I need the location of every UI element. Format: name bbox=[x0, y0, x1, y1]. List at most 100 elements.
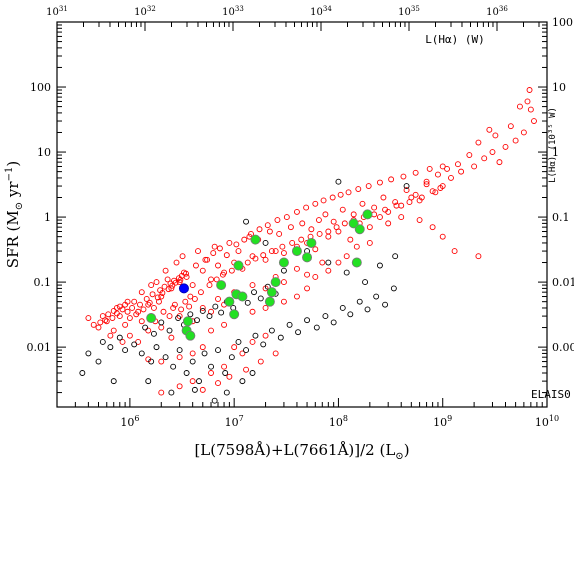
data-point bbox=[512, 137, 519, 144]
y-tick-label: 0.01 bbox=[27, 341, 52, 354]
top-tick-label: 1034 bbox=[310, 5, 332, 18]
data-point bbox=[330, 218, 337, 225]
data-point bbox=[313, 324, 320, 331]
data-point bbox=[215, 347, 221, 354]
data-point bbox=[507, 123, 514, 130]
chart-axes bbox=[56, 21, 548, 407]
data-point bbox=[312, 274, 319, 280]
data-point bbox=[418, 194, 425, 201]
data-point bbox=[202, 256, 209, 263]
data-point bbox=[228, 267, 235, 274]
data-point bbox=[481, 155, 488, 162]
data-point bbox=[189, 358, 196, 365]
data-point bbox=[496, 159, 503, 166]
data-point bbox=[149, 291, 156, 298]
data-point bbox=[231, 344, 238, 351]
data-point bbox=[150, 305, 157, 311]
data-point bbox=[239, 350, 246, 357]
data-point bbox=[170, 363, 177, 370]
data-point bbox=[279, 243, 286, 250]
data-point bbox=[110, 327, 117, 334]
data-point bbox=[429, 188, 436, 195]
data-point bbox=[239, 378, 246, 385]
data-point bbox=[146, 299, 153, 306]
data-point bbox=[266, 228, 273, 235]
data-point bbox=[102, 317, 109, 324]
data-point bbox=[166, 313, 173, 320]
data-point bbox=[416, 217, 423, 223]
annotation-label: ELAIS0 bbox=[531, 388, 571, 401]
data-point bbox=[226, 373, 233, 380]
data-point bbox=[199, 267, 206, 274]
data-point bbox=[392, 253, 399, 260]
data-point bbox=[362, 279, 369, 286]
data-point bbox=[229, 309, 240, 320]
data-point bbox=[306, 237, 317, 248]
data-point bbox=[385, 220, 392, 227]
data-point bbox=[187, 311, 194, 318]
data-point bbox=[131, 298, 138, 305]
data-point bbox=[272, 350, 279, 357]
data-point bbox=[299, 220, 306, 227]
top-tick-label: 1033 bbox=[222, 5, 244, 18]
data-point bbox=[526, 87, 533, 93]
data-point bbox=[366, 224, 373, 231]
data-point bbox=[178, 306, 185, 313]
data-point bbox=[237, 291, 248, 302]
data-point bbox=[325, 259, 332, 266]
data-point bbox=[339, 206, 346, 213]
data-point bbox=[183, 370, 190, 376]
data-point bbox=[223, 389, 230, 396]
data-point bbox=[250, 234, 261, 245]
data-point bbox=[527, 106, 534, 113]
data-point bbox=[260, 252, 267, 259]
data-point bbox=[293, 265, 300, 272]
data-point bbox=[341, 220, 348, 227]
data-point bbox=[183, 270, 189, 277]
data-point bbox=[382, 301, 389, 308]
data-point bbox=[455, 161, 461, 168]
data-point bbox=[435, 171, 441, 178]
data-point bbox=[448, 174, 454, 181]
data-point bbox=[249, 282, 256, 289]
data-point bbox=[486, 126, 493, 133]
data-point bbox=[373, 293, 380, 300]
data-point bbox=[179, 253, 186, 260]
x-tick-label: 1010 bbox=[535, 414, 559, 429]
data-point bbox=[189, 282, 196, 289]
data-point bbox=[308, 226, 315, 233]
data-point bbox=[280, 298, 287, 305]
top-tick-label: 1035 bbox=[398, 5, 420, 18]
data-point bbox=[289, 240, 296, 246]
data-point bbox=[302, 252, 313, 263]
data-point bbox=[278, 257, 289, 268]
data-point bbox=[116, 303, 123, 310]
data-point bbox=[138, 350, 145, 357]
data-point bbox=[291, 246, 302, 257]
right-axis-label: L(Hα) (10³⁵ W) bbox=[548, 107, 558, 183]
data-point bbox=[223, 252, 230, 259]
data-point bbox=[262, 256, 269, 263]
data-point bbox=[153, 279, 160, 286]
data-point bbox=[189, 378, 196, 385]
data-point bbox=[208, 327, 214, 334]
data-point bbox=[195, 248, 201, 255]
data-point bbox=[182, 298, 189, 305]
data-point bbox=[107, 332, 114, 339]
data-point bbox=[243, 218, 249, 225]
data-point bbox=[244, 259, 251, 266]
scatter-points bbox=[79, 87, 537, 404]
data-point bbox=[444, 165, 450, 172]
data-point bbox=[489, 149, 496, 155]
data-point bbox=[475, 139, 482, 146]
data-point bbox=[221, 363, 228, 370]
data-point bbox=[154, 294, 161, 301]
y-axis-label: SFR (M⊙ yr−1) bbox=[4, 161, 25, 268]
data-point bbox=[165, 286, 172, 293]
data-point bbox=[283, 214, 290, 221]
data-point bbox=[312, 200, 319, 207]
data-point bbox=[168, 389, 175, 396]
data-point bbox=[270, 277, 281, 288]
data-point bbox=[304, 271, 311, 278]
